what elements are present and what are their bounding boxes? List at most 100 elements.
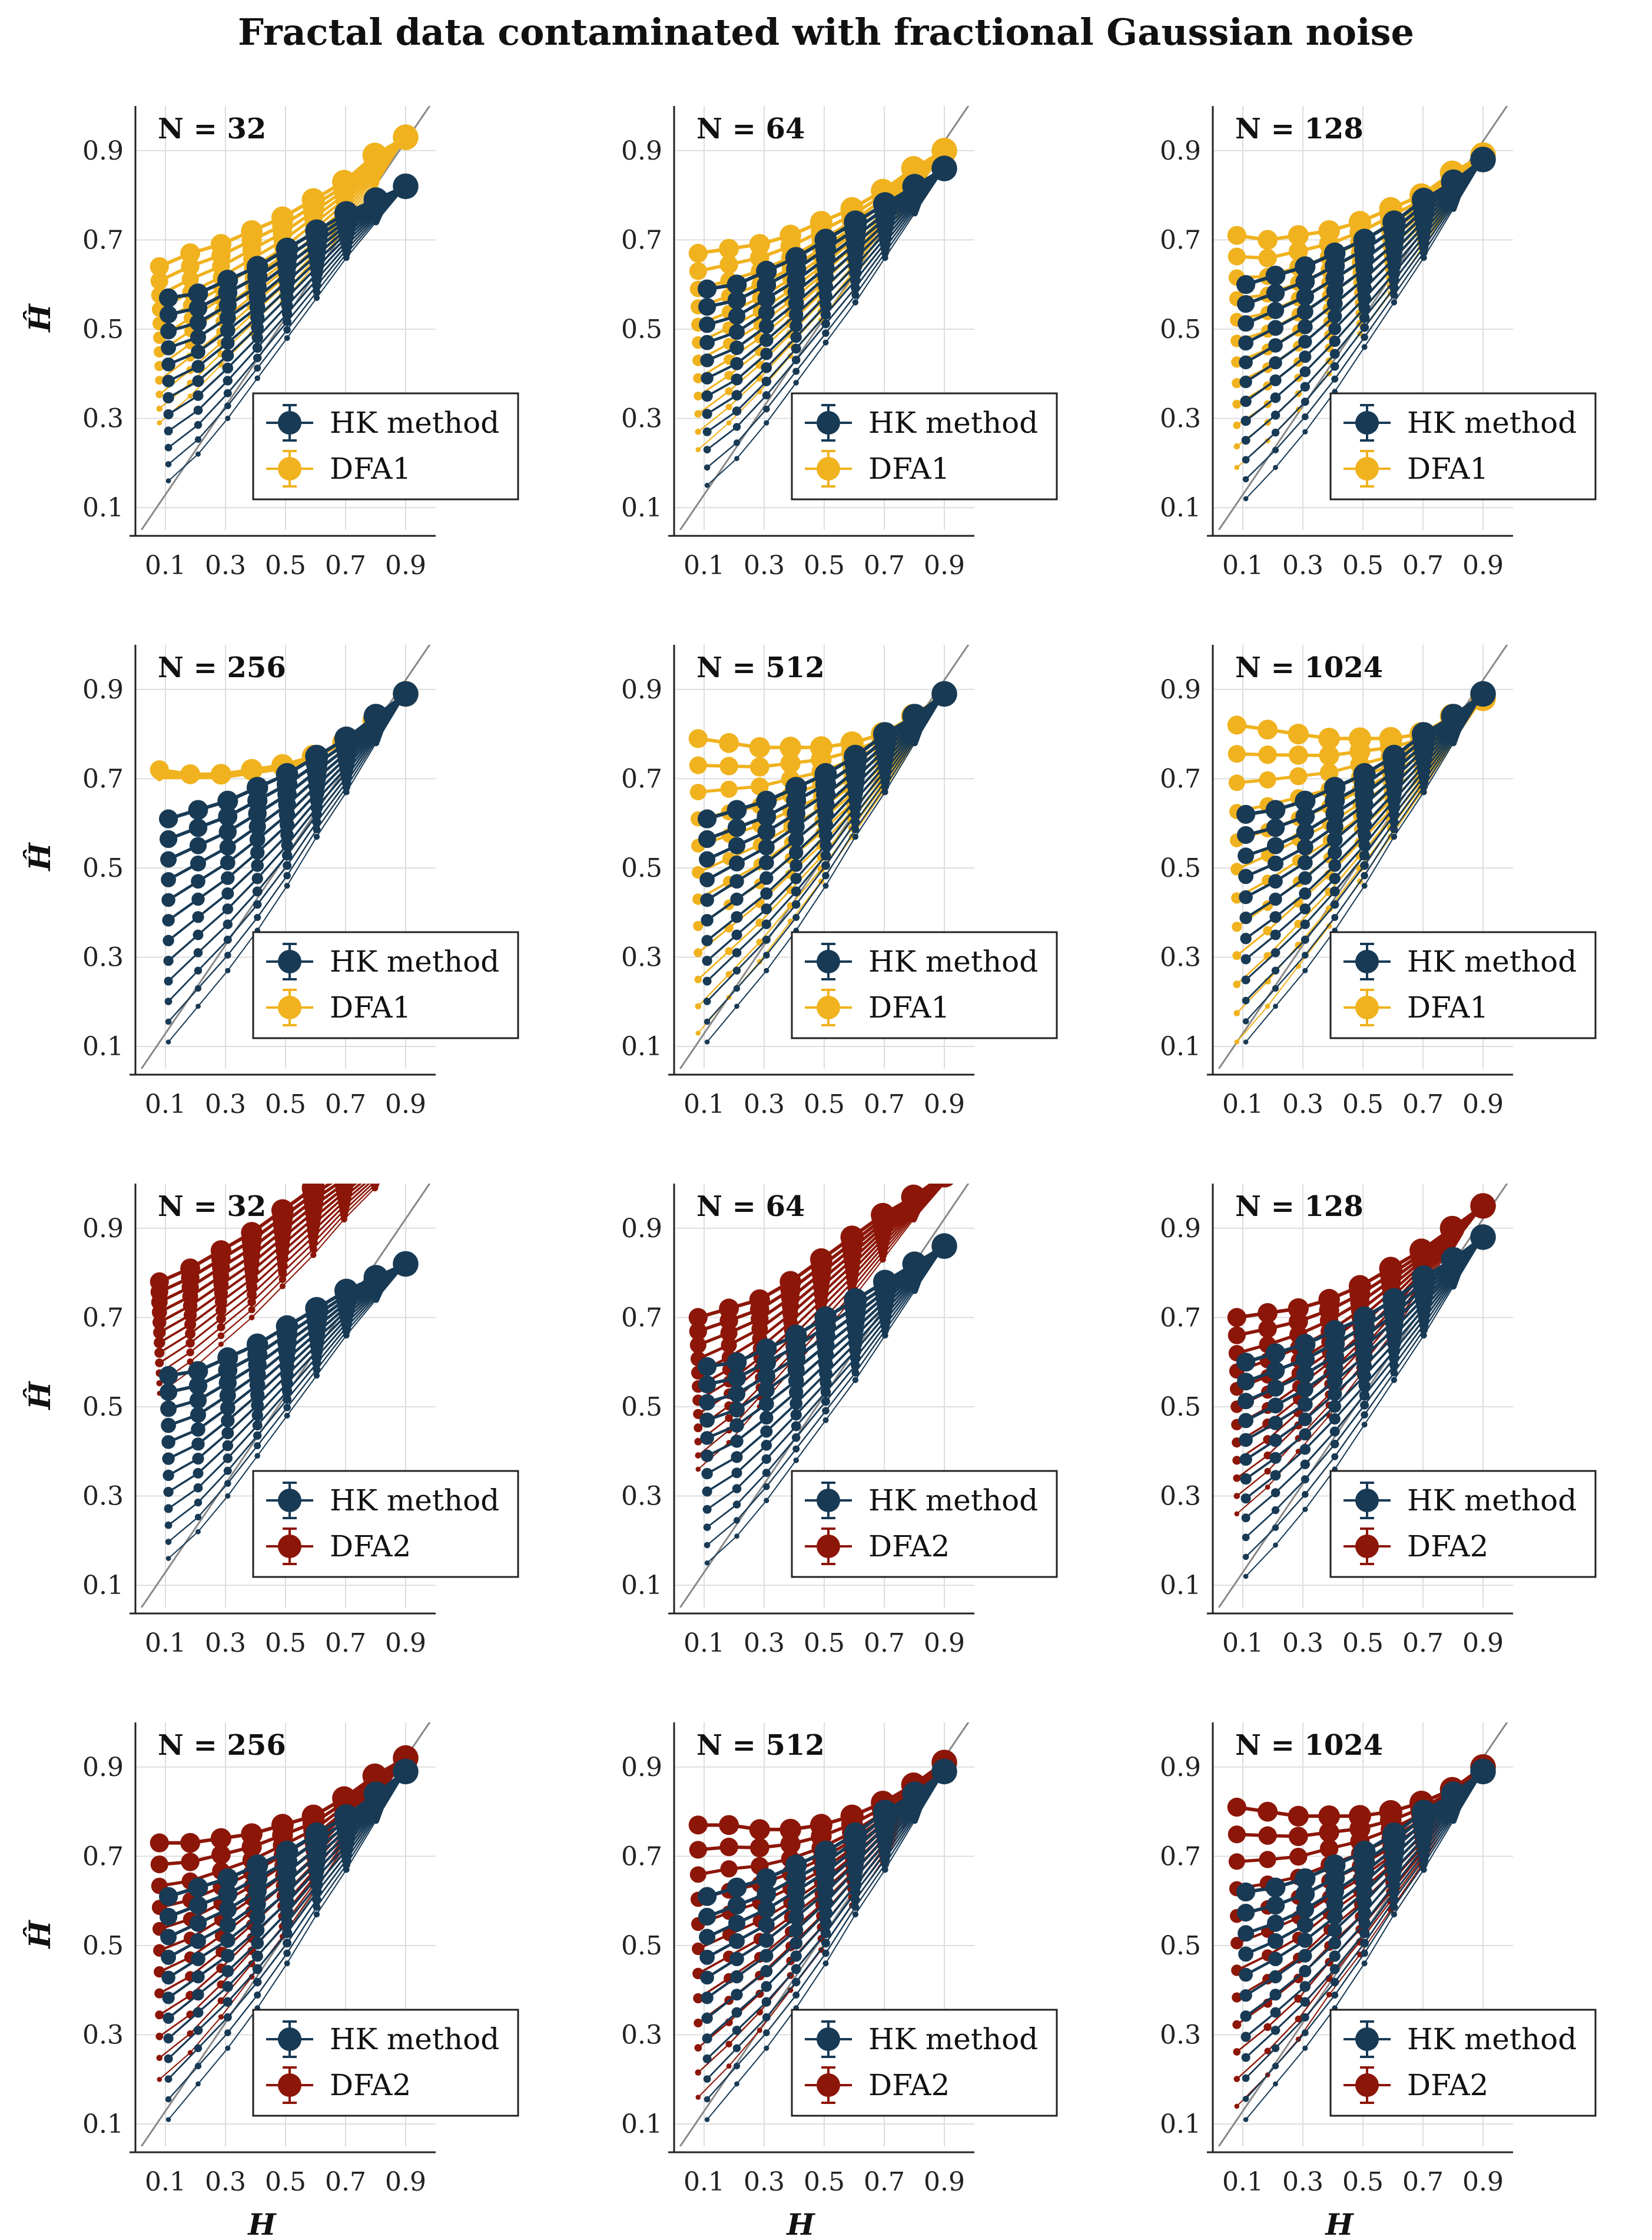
hk-data-point	[191, 892, 205, 906]
dfa2-data-point	[689, 1322, 707, 1340]
hk-data-point	[1357, 1895, 1372, 1910]
hk-data-point	[1268, 1397, 1283, 1414]
hk-data-point	[758, 1381, 775, 1399]
hk-data-point	[1359, 312, 1370, 323]
legend-box	[791, 392, 1058, 501]
hk-data-point	[703, 1523, 711, 1532]
hk-data-point	[761, 362, 772, 373]
hk-data-point	[791, 356, 801, 365]
hk-data-point	[162, 375, 175, 387]
dfa1-data-point	[1227, 226, 1246, 245]
hk-data-point	[733, 985, 741, 992]
hk-data-point	[195, 2081, 201, 2087]
hk-data-point	[1298, 1949, 1312, 1963]
x-tick-label: 0.7	[1402, 1628, 1444, 1658]
legend-marker	[278, 2027, 301, 2051]
hk-data-point	[822, 1949, 830, 1957]
hk-data-point	[373, 1817, 380, 1824]
y-tick-label: 0.9	[82, 136, 124, 166]
hk-data-point	[190, 855, 206, 872]
hk-data-point	[284, 1960, 290, 1967]
hk-data-point	[251, 859, 264, 872]
hk-data-point	[1389, 1360, 1399, 1370]
hk-data-point	[225, 1493, 231, 1499]
hk-data-point	[220, 1400, 235, 1416]
hk-data-point	[819, 289, 832, 303]
hk-data-point	[159, 288, 178, 307]
dfa2-data-point	[215, 1304, 227, 1316]
y-tick-label: 0.7	[1160, 225, 1201, 255]
hk-data-point	[165, 1539, 172, 1545]
hk-data-point	[1265, 1877, 1286, 1898]
hk-data-point	[1242, 1018, 1249, 1025]
hk-data-point	[1331, 1992, 1339, 1999]
hk-data-point	[1358, 1906, 1372, 1920]
series-group	[1227, 142, 1496, 502]
hk-data-point	[732, 1484, 742, 1493]
hk-data-point	[254, 375, 261, 382]
dfa2-data-point	[365, 1152, 385, 1172]
hk-data-point	[1270, 410, 1281, 420]
dfa1-data-point	[1228, 247, 1246, 266]
hk-data-point	[165, 1556, 171, 1561]
legend-box	[252, 392, 519, 501]
hk-data-point	[731, 1451, 743, 1463]
y-tick-label: 0.3	[82, 943, 124, 973]
hk-data-point	[219, 1916, 236, 1933]
dfa1-data-point	[187, 393, 193, 399]
hk-data-point	[727, 274, 747, 295]
hk-data-point	[1297, 1933, 1313, 1948]
hk-data-point	[791, 886, 801, 897]
x-tick-label: 0.1	[1222, 551, 1263, 581]
hk-data-point	[1271, 966, 1280, 975]
dfa2-data-point	[695, 2069, 702, 2076]
hk-data-point	[1238, 847, 1255, 864]
dfa2-data-point	[332, 1158, 356, 1182]
x-tick-label: 0.5	[804, 551, 845, 581]
hk-data-point	[1270, 1470, 1281, 1481]
hk-data-point	[702, 2054, 712, 2063]
hk-data-point	[760, 887, 773, 900]
legend-entry-dfa1: DFA1	[266, 989, 411, 1026]
hk-data-point	[220, 1933, 235, 1948]
hk-data-point	[223, 1453, 233, 1463]
hk-data-point	[1357, 281, 1372, 296]
hk-data-point	[1360, 323, 1369, 332]
hk-data-point	[1390, 1368, 1398, 1377]
dfa2-data-point	[367, 1160, 383, 1177]
hk-data-point	[221, 1413, 235, 1428]
hk-data-point	[313, 833, 320, 840]
dfa1-data-point	[1258, 230, 1278, 250]
hk-data-point	[793, 1457, 799, 1463]
hk-data-point	[254, 1992, 261, 1999]
hk-data-point	[165, 461, 172, 468]
hk-data-point	[758, 1396, 774, 1412]
hk-data-point	[764, 967, 769, 973]
hk-data-point	[160, 851, 177, 868]
y-tick-label: 0.7	[621, 764, 662, 794]
hk-data-point	[760, 347, 773, 360]
hk-data-point	[250, 1387, 265, 1403]
hk-data-point	[764, 420, 769, 426]
dfa2-data-point	[364, 1148, 386, 1170]
hk-data-point	[731, 929, 742, 940]
x-tick-label: 0.1	[145, 1628, 186, 1658]
hk-data-point	[1266, 1914, 1285, 1932]
hk-data-point	[159, 1366, 178, 1385]
hk-data-point	[313, 294, 320, 301]
dfa1-data-point	[402, 134, 409, 141]
hk-data-point	[791, 900, 801, 909]
hk-data-point	[1298, 334, 1312, 349]
dfa2-data-point	[1234, 2103, 1240, 2109]
hk-data-point	[164, 998, 173, 1005]
hk-data-point	[1479, 690, 1487, 698]
legend-box	[1329, 1470, 1597, 1578]
hk-data-point	[254, 1442, 261, 1450]
hk-data-point	[758, 319, 774, 334]
hk-data-point	[818, 817, 834, 833]
x-tick-label: 0.1	[1222, 1089, 1263, 1119]
hk-data-point	[1237, 1904, 1255, 1922]
hk-data-point	[164, 1521, 173, 1529]
dfa2-data-point	[1234, 1511, 1240, 1517]
